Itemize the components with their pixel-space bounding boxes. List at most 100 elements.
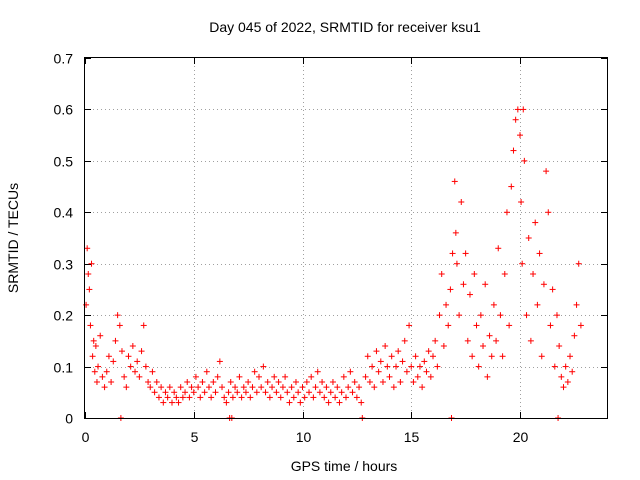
data-point xyxy=(195,384,202,391)
data-point xyxy=(556,343,563,349)
data-point xyxy=(242,389,249,396)
data-point xyxy=(421,358,428,365)
data-point xyxy=(101,384,108,391)
data-point xyxy=(462,250,469,257)
x-axis-label: GPS time / hours xyxy=(291,458,398,474)
data-point xyxy=(427,373,434,380)
data-point xyxy=(545,209,552,216)
data-point xyxy=(262,389,269,396)
data-point xyxy=(93,379,100,385)
data-point xyxy=(282,373,289,380)
data-point xyxy=(377,358,384,365)
data-point xyxy=(186,394,193,401)
data-point xyxy=(284,389,291,396)
data-point xyxy=(386,373,393,380)
data-point xyxy=(466,291,473,298)
chart-title: Day 045 of 2022, SRMTID for receiver ksu… xyxy=(209,19,481,35)
data-point xyxy=(247,394,254,401)
data-point xyxy=(319,379,326,385)
data-point xyxy=(543,168,550,175)
data-point xyxy=(517,132,523,139)
data-point xyxy=(321,394,328,401)
data-point xyxy=(540,281,547,288)
data-point xyxy=(353,394,360,401)
data-point xyxy=(373,348,380,355)
data-point xyxy=(547,322,554,329)
data-point xyxy=(314,368,321,375)
data-point xyxy=(227,379,234,385)
data-point xyxy=(116,322,123,329)
data-point xyxy=(425,348,432,355)
data-point xyxy=(151,389,158,396)
data-point xyxy=(327,389,334,396)
data-point xyxy=(443,301,450,308)
data-point xyxy=(499,353,506,360)
data-point xyxy=(440,343,447,349)
data-point xyxy=(571,332,578,339)
data-point xyxy=(329,379,336,385)
data-point xyxy=(536,250,543,257)
data-point xyxy=(103,368,110,375)
data-point xyxy=(382,343,389,349)
data-point xyxy=(310,394,317,401)
y-tick-label: 0.6 xyxy=(54,102,74,118)
y-tick-label: 0.1 xyxy=(54,360,74,376)
data-point xyxy=(560,384,567,391)
data-point xyxy=(234,389,241,396)
data-point xyxy=(519,260,526,267)
y-axis-label: SRMTID / TECUs xyxy=(5,183,21,293)
data-point xyxy=(503,209,510,216)
data-point xyxy=(279,384,286,391)
data-point xyxy=(379,379,386,385)
data-point xyxy=(175,399,182,406)
data-point xyxy=(288,384,295,391)
data-point xyxy=(89,353,96,360)
x-tick-label: 15 xyxy=(404,429,420,445)
plot-frame xyxy=(84,57,608,419)
data-point xyxy=(177,384,184,391)
data-point xyxy=(236,373,243,380)
data-point xyxy=(395,348,402,355)
data-point xyxy=(393,363,400,370)
data-point xyxy=(412,353,419,360)
data-point xyxy=(340,373,347,380)
data-point xyxy=(558,373,565,380)
data-point xyxy=(356,384,363,391)
data-points xyxy=(83,106,584,421)
data-point xyxy=(99,373,106,380)
data-point xyxy=(408,363,415,370)
data-point xyxy=(347,368,354,375)
data-point xyxy=(432,337,439,344)
data-point xyxy=(160,399,167,406)
data-point xyxy=(85,271,92,277)
data-point xyxy=(203,368,210,375)
data-point xyxy=(523,312,530,319)
data-point xyxy=(125,353,132,360)
data-point xyxy=(290,394,297,401)
data-point xyxy=(451,178,458,185)
x-tick-label: 20 xyxy=(513,429,529,445)
data-point xyxy=(410,379,417,385)
data-point xyxy=(301,394,308,401)
data-point xyxy=(480,343,487,349)
data-point xyxy=(471,271,478,277)
data-point xyxy=(225,389,232,396)
data-point xyxy=(371,384,378,391)
data-point xyxy=(192,373,199,380)
data-point xyxy=(266,394,273,401)
data-point xyxy=(275,379,282,385)
data-point xyxy=(430,353,436,360)
data-point xyxy=(212,389,219,396)
data-point xyxy=(87,322,94,329)
data-point xyxy=(97,332,104,339)
x-tick-label: 0 xyxy=(82,429,90,445)
data-point xyxy=(449,250,456,257)
data-point xyxy=(401,337,408,344)
grid xyxy=(85,58,607,418)
data-point xyxy=(358,399,365,406)
data-point xyxy=(240,384,247,391)
data-point xyxy=(525,235,532,241)
data-point xyxy=(464,337,471,344)
data-point xyxy=(158,384,165,391)
data-point xyxy=(306,389,313,396)
